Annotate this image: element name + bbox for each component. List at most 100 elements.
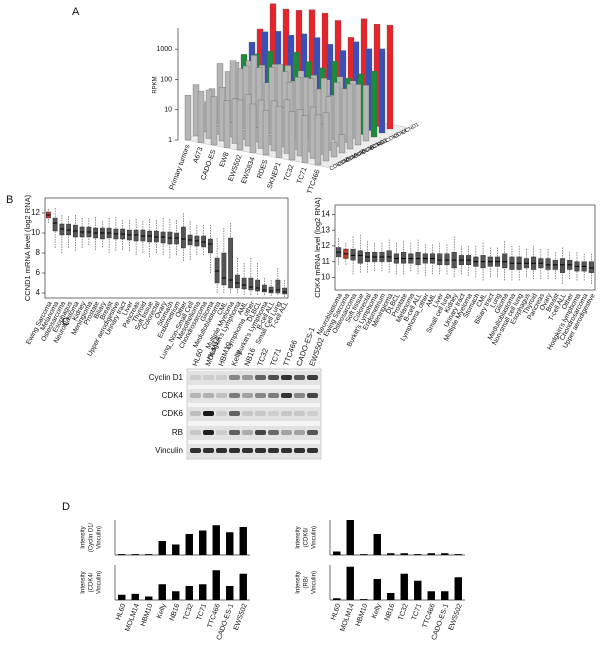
x-tick-label: TTC466 — [207, 603, 222, 629]
bar — [145, 596, 153, 600]
band — [268, 411, 279, 416]
y-axis-label: Vinculin) — [312, 526, 318, 549]
x-tick-label: HBM10 — [355, 603, 370, 627]
x-tick-label: EW8 — [219, 151, 231, 168]
bar — [414, 554, 422, 555]
bar — [226, 532, 234, 555]
bar — [362, 84, 370, 142]
x-tick-label: NB16 — [169, 603, 182, 622]
band — [216, 430, 227, 435]
x-tick-label: EWS834 — [241, 156, 257, 184]
band — [307, 430, 318, 435]
x-tick-label: SKNEP1 — [267, 161, 283, 189]
bar — [262, 110, 270, 156]
bar — [387, 593, 395, 600]
box — [357, 250, 363, 264]
bar — [239, 527, 247, 555]
blot-strip — [188, 407, 320, 421]
bar — [239, 573, 247, 600]
band — [281, 448, 292, 453]
bar — [236, 99, 244, 151]
y-tick-label: 8 — [36, 248, 41, 257]
box — [386, 250, 392, 262]
band — [216, 448, 227, 453]
bar — [400, 573, 408, 600]
bar — [454, 554, 462, 555]
y-axis-label: Intensity — [81, 526, 87, 548]
band — [294, 430, 305, 435]
band — [203, 448, 214, 453]
band — [268, 375, 279, 380]
band — [229, 430, 240, 435]
bar — [118, 554, 126, 555]
box — [502, 253, 508, 269]
box — [180, 226, 186, 249]
box — [261, 284, 267, 293]
panel-letter: C — [62, 316, 70, 328]
bar — [346, 566, 354, 600]
row-label: CDK6 — [162, 409, 184, 418]
bar — [354, 84, 362, 146]
bar — [346, 520, 354, 555]
bar — [386, 24, 394, 130]
band — [281, 393, 292, 398]
y-tick-label: 100 — [160, 76, 172, 83]
row-label: Vinculin — [155, 446, 183, 455]
x-tick-label: Kelly — [156, 602, 168, 619]
box — [275, 279, 281, 294]
band — [190, 448, 201, 453]
band — [203, 411, 214, 416]
bar — [322, 112, 330, 162]
x-tick-label: EWS502 — [448, 603, 464, 631]
series-label: RB1 — [377, 138, 389, 149]
y-tick-label: 1 — [168, 137, 172, 144]
y-tick-label: 11 — [322, 257, 331, 266]
box — [234, 274, 240, 289]
band — [190, 375, 201, 380]
panel-letter: A — [72, 6, 80, 18]
box — [52, 217, 58, 232]
y-tick-label: 12 — [321, 241, 330, 250]
bar — [131, 593, 139, 600]
y-axis-label: Intensity — [296, 571, 302, 593]
band — [281, 375, 292, 380]
x-tick-label: TC71 — [196, 603, 208, 622]
blot-strip — [188, 389, 320, 403]
y-tick-label: 1000 — [156, 46, 172, 53]
band — [190, 430, 201, 435]
bar — [373, 534, 381, 555]
bar — [223, 100, 231, 148]
box — [241, 277, 247, 290]
bar — [199, 584, 207, 600]
bar — [131, 554, 139, 555]
band — [203, 375, 214, 380]
band — [242, 411, 253, 416]
y-axis-label: CCND1 mRNA level (log2 RNA) — [23, 194, 32, 301]
band — [268, 448, 279, 453]
blot-strip — [188, 444, 320, 458]
bar — [212, 570, 220, 600]
bar — [185, 534, 193, 555]
bar — [301, 115, 309, 163]
y-axis-label: Intensity — [296, 526, 302, 548]
band — [229, 375, 240, 380]
band — [229, 411, 240, 416]
band — [268, 393, 279, 398]
x-tick-label: TC32 — [283, 164, 295, 183]
band — [203, 393, 214, 398]
bar — [427, 553, 435, 555]
bar — [373, 579, 381, 600]
box — [588, 261, 594, 273]
band — [255, 375, 266, 380]
y-axis-label: Intensity — [81, 571, 87, 593]
band — [294, 393, 305, 398]
band — [255, 448, 266, 453]
band — [307, 393, 318, 398]
band — [242, 375, 253, 380]
bar — [118, 594, 126, 600]
box — [207, 238, 213, 254]
y-tick-label: 14 — [321, 210, 330, 219]
x-tick-label: TC32 — [182, 603, 194, 622]
bar — [387, 553, 395, 555]
box — [350, 248, 356, 261]
